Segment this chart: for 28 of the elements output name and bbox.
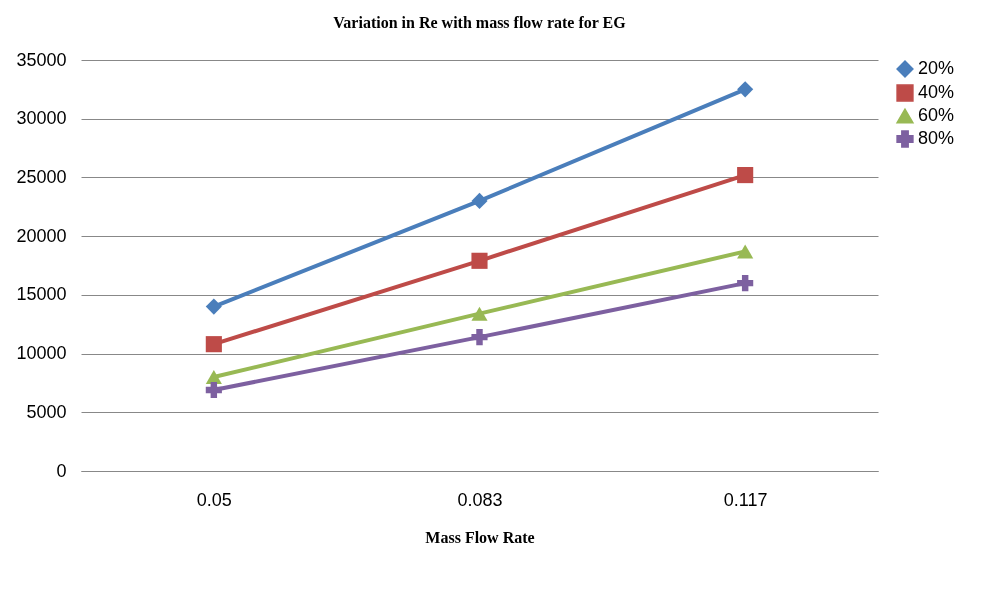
chart-title: Variation in Re with mass flow rate for EG [333, 14, 627, 31]
point [737, 275, 754, 292]
point [737, 167, 754, 184]
point [471, 329, 488, 346]
point [205, 336, 222, 353]
y-tick-label: 5000 [26, 401, 67, 422]
x-tick-label: 0.05 [196, 489, 232, 510]
x-tick-label: 0.117 [723, 489, 768, 510]
y-tick-label: 15000 [16, 284, 67, 305]
point [205, 298, 222, 315]
y-tick-label: 0 [56, 460, 67, 481]
x-tick-label: 0.083 [457, 489, 503, 510]
y-tick-label: 35000 [16, 49, 67, 70]
point [737, 81, 754, 98]
point [471, 252, 488, 269]
point [737, 244, 754, 259]
y-tick-label: 10000 [16, 343, 67, 364]
legend-label: 20% [918, 58, 955, 78]
point [205, 381, 222, 399]
y-tick-label: 25000 [16, 166, 67, 187]
y-tick-label: 20000 [16, 225, 67, 246]
legend-label: 40% [918, 82, 955, 102]
point [471, 192, 488, 209]
legend-label: 80% [918, 128, 955, 148]
legend-label: 60% [918, 105, 955, 125]
x-axis-title: Mass Flow Rate [425, 528, 535, 546]
point [471, 306, 488, 321]
y-tick-label: 30000 [16, 108, 67, 129]
